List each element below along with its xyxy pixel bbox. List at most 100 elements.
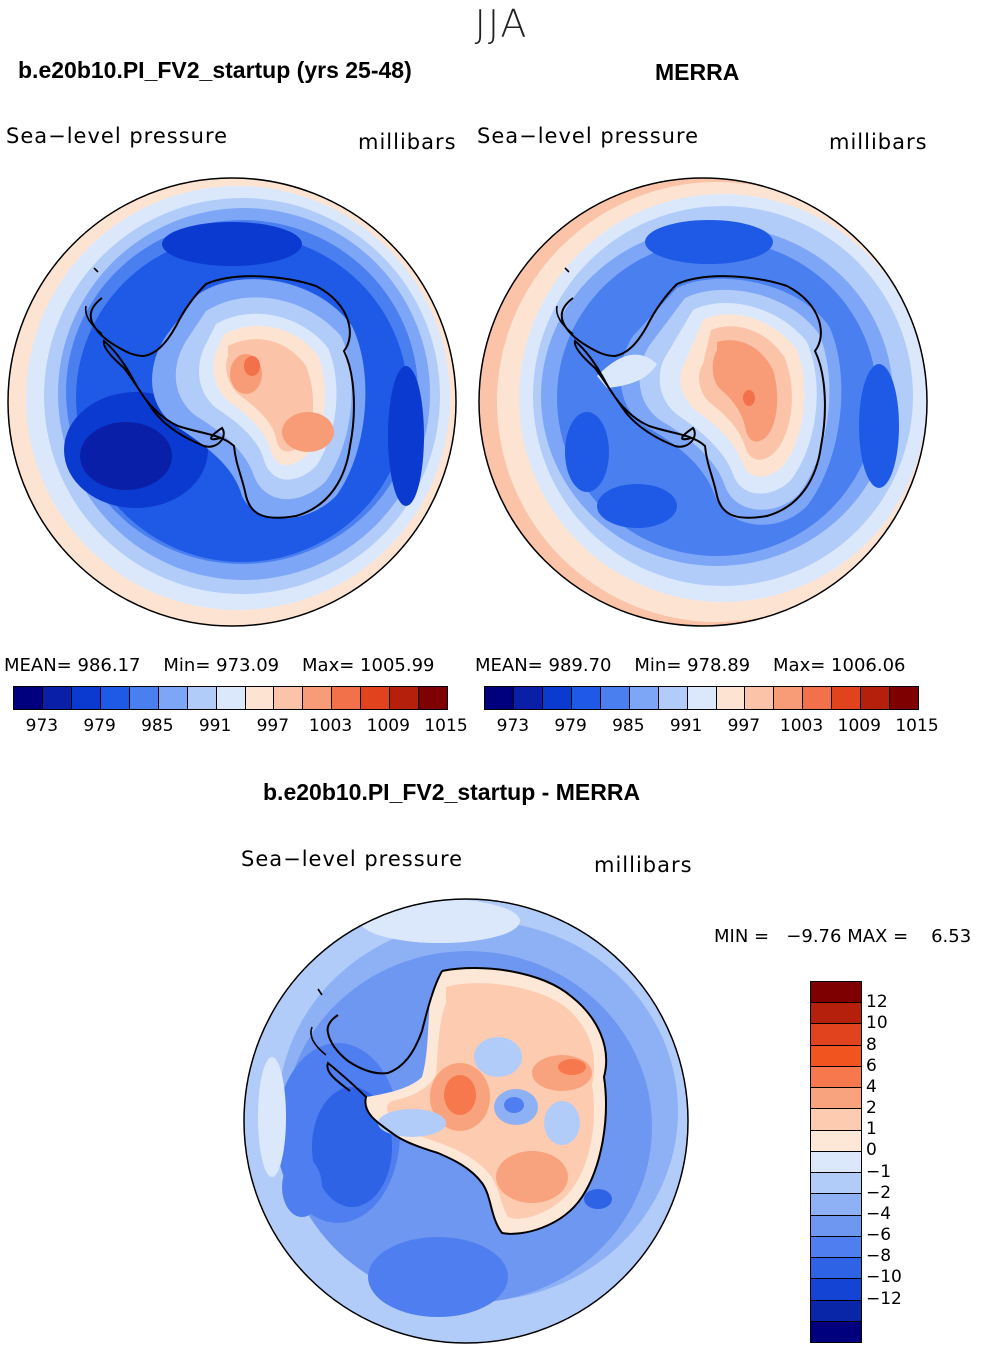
diff-colorbar-tick-label: −2 [866, 1182, 892, 1203]
model-colorbar-swatch [332, 687, 362, 709]
diff-variable-label: Sea−level pressure [241, 847, 464, 871]
diff-colorbar-swatch [811, 982, 861, 1004]
model-colorbar [13, 686, 448, 710]
diff-units-label: millibars [594, 853, 693, 877]
diff-colorbar-swatch [811, 1151, 861, 1174]
obs-panel-title: MERRA [655, 59, 740, 85]
diff-colorbar-swatch [811, 1066, 861, 1089]
diff-colorbar [810, 981, 862, 1343]
diff-colorbar-swatch [811, 1215, 861, 1237]
diff-colorbar-swatch [811, 1024, 861, 1046]
diff-colorbar-swatch [811, 1258, 861, 1280]
model-colorbar-tick-label: 1015 [424, 716, 468, 736]
obs-mean-value: 989.70 [548, 655, 612, 676]
model-colorbar-swatch [216, 687, 246, 709]
diff-colorbar-tick-label: −10 [866, 1267, 902, 1288]
model-colorbar-swatch [274, 687, 304, 709]
model-mean-label: MEAN= [4, 655, 72, 676]
diff-colorbar-tick-label: −12 [866, 1288, 902, 1309]
diff-colorbar-swatch [811, 1236, 861, 1259]
obs-colorbar-swatch [658, 687, 688, 709]
model-min-label: Min= [163, 655, 211, 676]
season-title: JJA [474, 2, 529, 46]
diff-polar-map [243, 898, 689, 1344]
diff-colorbar-swatch [811, 1130, 861, 1152]
diff-colorbar-swatch [811, 1321, 861, 1342]
obs-min-label: Min= [634, 655, 682, 676]
model-colorbar-swatch [419, 687, 448, 709]
model-colorbar-swatch [42, 687, 72, 709]
model-polar-map [7, 177, 457, 627]
diff-colorbar-tick-label: −6 [866, 1225, 892, 1246]
obs-colorbar-swatch [600, 687, 630, 709]
obs-colorbar-swatch [803, 687, 833, 709]
obs-colorbar-swatch [745, 687, 775, 709]
obs-colorbar-swatch [485, 687, 514, 709]
diff-min-label: MIN = [714, 926, 770, 947]
diff-colorbar-tick-label: 0 [866, 1140, 877, 1161]
obs-colorbar-tick-label: 1009 [837, 716, 881, 736]
model-variable-label: Sea−level pressure [6, 124, 229, 148]
model-colorbar-tick-label: 1003 [308, 716, 353, 736]
diff-colorbar-swatch [811, 1194, 861, 1216]
model-colorbar-swatch [100, 687, 130, 709]
obs-max-value: 1006.06 [831, 655, 906, 676]
obs-colorbar-tick-label: 985 [612, 716, 645, 736]
model-colorbar-tick-label: 979 [83, 716, 116, 736]
model-colorbar-swatch [187, 687, 217, 709]
obs-max-label: Max= [773, 655, 826, 676]
model-colorbar-tick-label: 991 [198, 716, 232, 736]
diff-colorbar-tick-label: −8 [866, 1246, 892, 1267]
obs-min-value: 978.89 [687, 655, 751, 676]
obs-colorbar-tick-label: 1015 [895, 716, 939, 736]
obs-variable-label: Sea−level pressure [477, 124, 700, 148]
obs-colorbar-swatch [774, 687, 804, 709]
diff-colorbar-tick-label: 12 [866, 992, 888, 1013]
obs-colorbar-swatch [542, 687, 572, 709]
model-colorbar-swatch [390, 687, 420, 709]
model-units-label: millibars [358, 130, 457, 154]
diff-colorbar-labels: 12 10 8 6 4 2 1 0 −1 −2 −4 −6 −8 −10 −12 [866, 981, 926, 1341]
diff-colorbar-tick-label: 4 [866, 1076, 877, 1097]
model-colorbar-swatch [71, 687, 101, 709]
obs-colorbar-swatch [571, 687, 601, 709]
diff-colorbar-tick-label: 10 [866, 1013, 888, 1034]
obs-colorbar-tick-label: 991 [669, 716, 703, 736]
model-colorbar-swatch [245, 687, 275, 709]
model-colorbar-labels: 973 979 985 991 997 1003 1009 1015 [13, 716, 468, 738]
model-colorbar-swatch [303, 687, 333, 709]
diff-colorbar-tick-label: 8 [866, 1034, 877, 1055]
obs-colorbar-swatch [716, 687, 746, 709]
obs-colorbar-swatch [513, 687, 543, 709]
model-colorbar-swatch [361, 687, 391, 709]
model-max-value: 1005.99 [360, 655, 435, 676]
diff-colorbar-swatch [811, 1173, 861, 1195]
diff-colorbar-tick-label: 2 [866, 1098, 877, 1119]
obs-colorbar-swatch [861, 687, 891, 709]
obs-colorbar-tick-label: 997 [727, 716, 761, 736]
model-colorbar-tick-label: 985 [141, 716, 174, 736]
diff-max-label: MAX = [847, 926, 909, 947]
diff-colorbar-swatch [811, 1109, 861, 1131]
obs-colorbar-tick-label: 979 [554, 716, 587, 736]
obs-mean-label: MEAN= [475, 655, 543, 676]
diff-colorbar-swatch [811, 1045, 861, 1067]
diff-colorbar-swatch [811, 1003, 861, 1025]
model-min-value: 973.09 [216, 655, 280, 676]
model-colorbar-tick-label: 1009 [366, 716, 410, 736]
obs-colorbar-swatch [629, 687, 659, 709]
diff-colorbar-tick-label: 1 [866, 1119, 877, 1140]
diff-max-value: 6.53 [931, 926, 972, 947]
model-colorbar-tick-label: 973 [25, 716, 59, 736]
diff-min-value: −9.76 [786, 926, 842, 947]
diff-colorbar-tick-label: 6 [866, 1055, 877, 1076]
model-colorbar-swatch [129, 687, 159, 709]
model-colorbar-swatch [14, 687, 43, 709]
model-max-label: Max= [302, 655, 355, 676]
obs-colorbar-swatch [832, 687, 862, 709]
obs-colorbar-swatch [890, 687, 919, 709]
obs-units-label: millibars [829, 130, 928, 154]
obs-colorbar [484, 686, 919, 710]
obs-colorbar-swatch [687, 687, 717, 709]
model-mean-value: 986.17 [77, 655, 141, 676]
